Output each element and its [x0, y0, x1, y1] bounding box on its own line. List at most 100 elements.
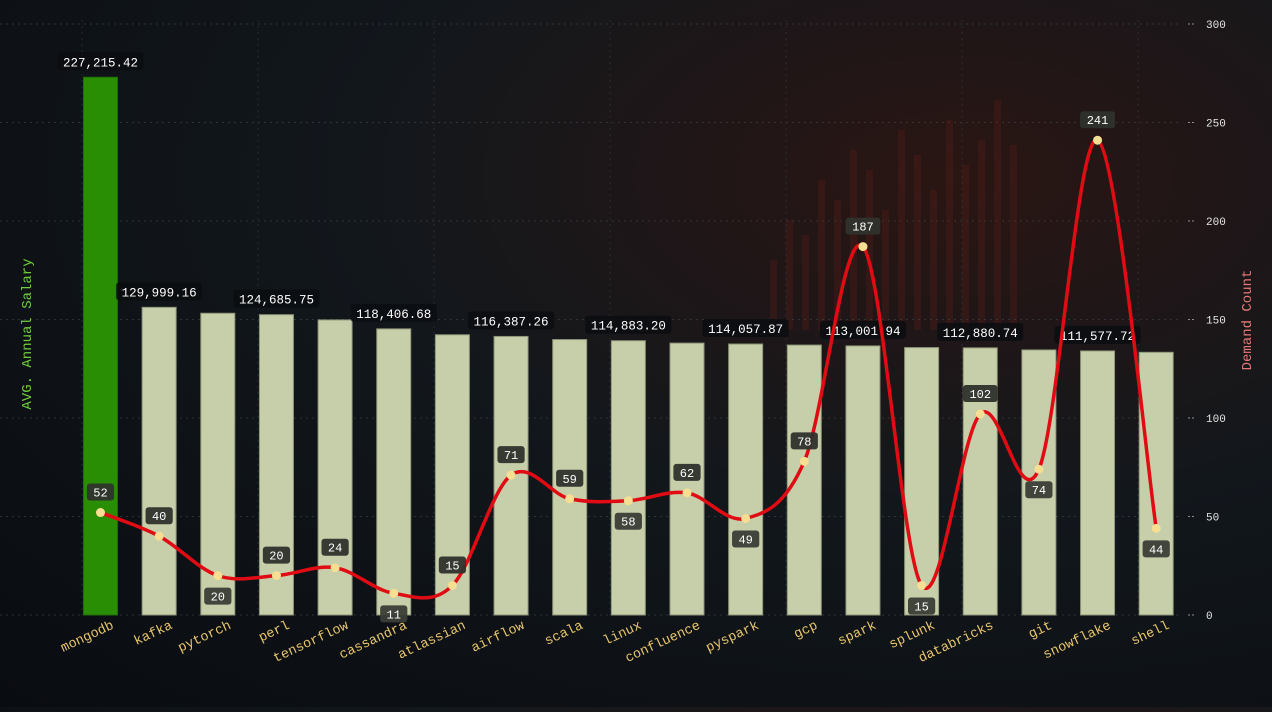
- marker-mongodb: [96, 508, 105, 518]
- y2-tick-label: 300: [1206, 20, 1226, 32]
- background-bar: [866, 170, 873, 330]
- marker-pytorch: [213, 571, 223, 581]
- background-bar: [786, 220, 793, 330]
- background-bar: [978, 140, 985, 330]
- y2-tick-label: 200: [1206, 217, 1226, 229]
- line-label-bg: [732, 530, 760, 548]
- x-tick-label-atlassian: atlassian: [396, 619, 468, 663]
- bar-perl: [258, 314, 294, 616]
- bar-series: [83, 76, 1174, 616]
- bar-value-label: 113,001.94: [825, 325, 900, 339]
- line-value-label: 20: [211, 591, 225, 605]
- x-tick-label-snowflake: snowflake: [1041, 619, 1113, 663]
- bar-value-label: 129,999.16: [122, 286, 197, 300]
- line-value-label: 49: [738, 533, 752, 547]
- background-bar: [834, 200, 841, 330]
- bar-label-bg: [116, 282, 203, 301]
- bar-label-bg: [57, 52, 144, 71]
- marker-gcp: [799, 456, 809, 466]
- background-bar: [914, 155, 921, 330]
- bar-linux: [610, 340, 646, 616]
- line-label-bg: [262, 546, 291, 564]
- line-label-bg: [673, 463, 701, 481]
- x-tick-label-shell: shell: [1129, 619, 1172, 650]
- x-tick-label-airflow: airflow: [469, 619, 527, 657]
- bar-value-label: 124,685.75: [239, 294, 314, 308]
- background-bar: [850, 150, 857, 330]
- background-bar: [1010, 145, 1017, 330]
- bar-airflow: [493, 335, 529, 616]
- marker-snowflake: [1093, 135, 1103, 145]
- line-value-label: 15: [445, 559, 459, 573]
- marker-splunk: [917, 580, 927, 590]
- line-value-labels: 52 40 20 20 24 11 15 71 59 58 62 49 78 187 15 102 74 241 4…: [86, 111, 1170, 623]
- x-tick-label-mongodb: mongodb: [59, 619, 117, 657]
- bar-value-label: 118,406.68: [356, 308, 431, 322]
- background-bar: [770, 260, 777, 330]
- marker-databricks: [975, 409, 985, 419]
- line-label-bg: [438, 556, 466, 574]
- x-tick-label-kafka: kafka: [132, 619, 175, 650]
- marker-atlassian: [447, 580, 457, 590]
- bar-splunk: [904, 347, 940, 616]
- y2-axis-label: Demand Count: [1240, 270, 1256, 371]
- marker-linux: [623, 496, 633, 506]
- background-bar: [962, 165, 969, 330]
- line-label-bg: [380, 605, 408, 623]
- line-label-bg: [1080, 111, 1115, 129]
- line-markers: [96, 135, 1161, 598]
- bar-label-bg: [702, 319, 789, 338]
- marker-spark: [858, 242, 868, 252]
- x-tick-label-spark: spark: [836, 619, 879, 650]
- line-value-label: 40: [152, 510, 166, 524]
- bar-value-label: 112,880.74: [943, 327, 1018, 341]
- bar-gcp: [786, 344, 822, 616]
- line-value-label: 78: [797, 435, 811, 449]
- background-bar: [898, 130, 905, 330]
- right-axis-ticks: 0 50 100 150 200 250 300: [1188, 20, 1226, 623]
- bar-label-bg: [1054, 325, 1141, 344]
- y2-tick-label: 50: [1206, 513, 1219, 525]
- bar-value-label: 116,387.26: [474, 315, 549, 329]
- bar-label-bg: [585, 315, 672, 334]
- line-value-label: 11: [387, 608, 401, 622]
- bar-value-label: 111,577.72: [1060, 330, 1135, 344]
- x-tick-label-perl: perl: [257, 619, 293, 646]
- marker-cassandra: [389, 588, 399, 598]
- line-value-label: 71: [504, 449, 518, 463]
- line-label-bg: [556, 469, 584, 487]
- line-label-bg: [962, 385, 998, 403]
- line-label-bg: [790, 432, 818, 450]
- bar-kafka: [141, 306, 177, 616]
- bar-cassandra: [376, 328, 412, 616]
- x-tick-label-git: git: [1027, 619, 1055, 643]
- line-value-label: 15: [914, 600, 928, 614]
- line-value-label: 52: [93, 487, 107, 501]
- x-tick-label-pytorch: pytorch: [176, 619, 234, 657]
- x-tick-label-gcp: gcp: [792, 619, 820, 643]
- bar-label-bg: [233, 289, 320, 308]
- line-value-label: 62: [680, 467, 694, 481]
- line-value-label: 241: [1087, 114, 1109, 128]
- x-axis-tick-labels: mongodb kafka pytorch perltensorflowcassand…: [59, 619, 1172, 667]
- marker-shell: [1151, 523, 1161, 533]
- line-label-bg: [86, 483, 115, 501]
- x-tick-label-linux: linux: [601, 619, 644, 650]
- bar-label-bg: [937, 322, 1024, 341]
- marker-confluence: [682, 488, 692, 498]
- line-value-label: 58: [621, 516, 635, 530]
- background-bar: [946, 120, 953, 330]
- x-tick-label-pyspark: pyspark: [704, 619, 762, 657]
- line-label-bg: [845, 217, 881, 235]
- bar-snowflake: [1080, 350, 1116, 616]
- bar-pyspark: [728, 343, 764, 616]
- bar-label-bg: [819, 320, 906, 339]
- line-value-label: 20: [269, 550, 283, 564]
- marker-pyspark: [741, 513, 751, 523]
- y2-tick-label: 100: [1206, 414, 1226, 426]
- marker-airflow: [506, 470, 516, 480]
- line-value-label: 24: [328, 542, 342, 556]
